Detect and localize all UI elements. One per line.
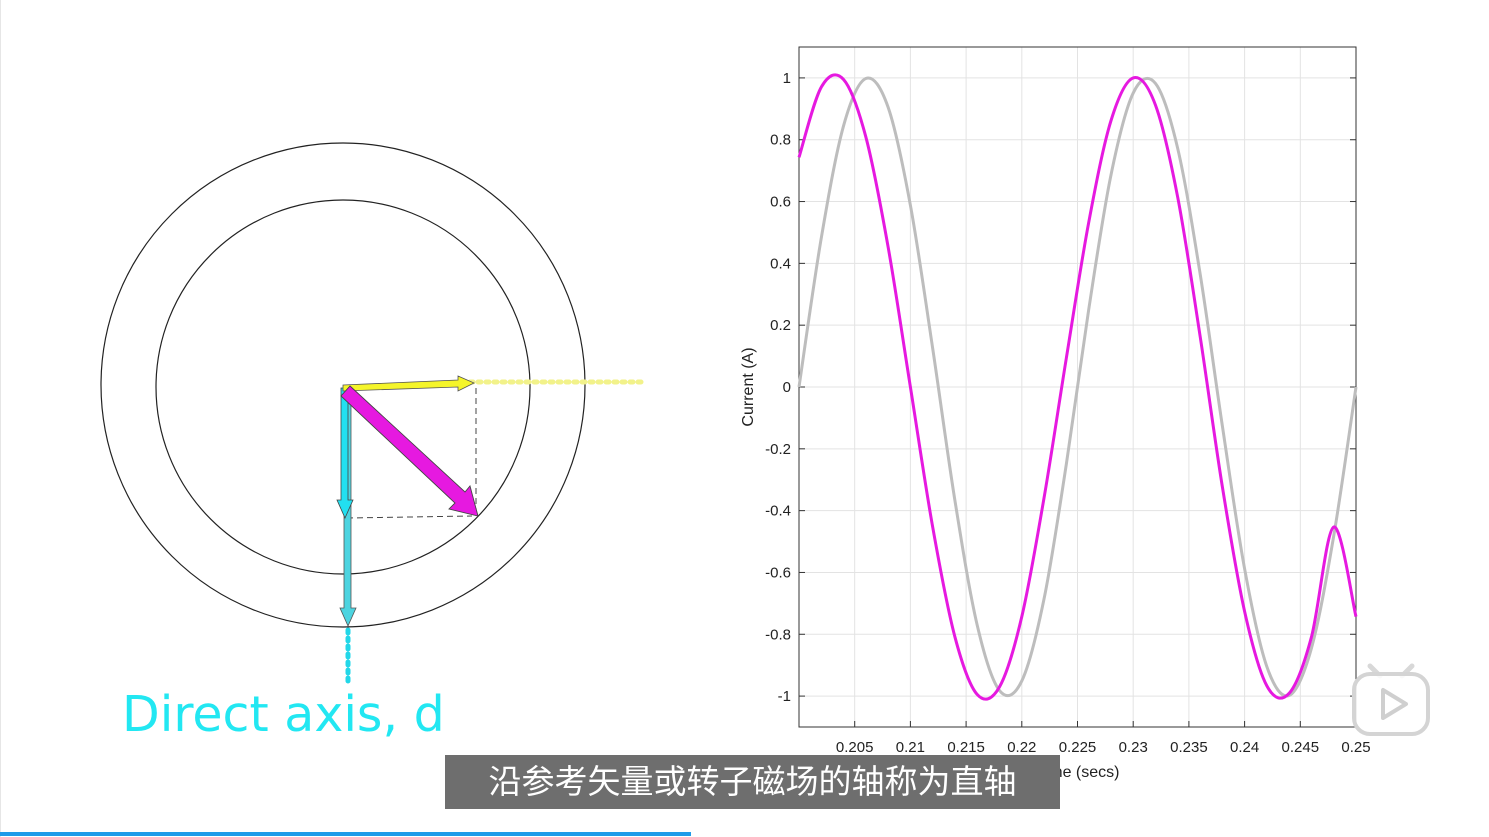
plot-series [797, 73, 1358, 701]
video-progress-bar[interactable] [0, 832, 1489, 836]
y-tick-label: 1 [783, 70, 791, 87]
current-plot: 0.205 0.21 0.215 0.22 0.225 0.23 0.235 0.24 0.24… [740, 46, 1371, 781]
x-tick-label: 0.225 [1059, 739, 1097, 756]
series-line-gray [797, 76, 1358, 698]
y-tick-label: -1 [778, 688, 791, 705]
play-button[interactable] [1350, 660, 1432, 738]
x-tick-label: 0.22 [1007, 739, 1036, 756]
y-tick-label: 0.6 [770, 194, 791, 211]
video-progress-fill [0, 832, 691, 836]
rotor-inner-circle [155, 199, 531, 575]
x-tick-label: 0.205 [836, 739, 874, 756]
x-tick-label: 0.215 [947, 739, 985, 756]
y-axis-ticks: 1 0.8 0.6 0.4 0.2 0 -0.2 -0.4 -0.6 -0.8 -1 [765, 70, 1356, 705]
left-edge-divider [0, 0, 1, 837]
y-tick-label: 0 [783, 379, 791, 396]
projection-dashed-horizontal [346, 515, 473, 519]
y-tick-label: -0.2 [765, 441, 791, 458]
yellow-vector-arrow [342, 375, 475, 392]
x-axis-ticks: 0.205 0.21 0.215 0.22 0.225 0.23 0.235 0.24 0.24… [836, 721, 1371, 756]
x-tick-label: 0.245 [1282, 739, 1320, 756]
y-tick-label: 0.8 [770, 132, 791, 149]
y-tick-label: 0.4 [770, 255, 791, 272]
subtitle-caption: 沿参考矢量或转子磁场的轴称为直轴 [445, 755, 1060, 809]
stator-outer-circle [100, 142, 586, 628]
rotor-diagram: Direct axis, d [100, 142, 648, 743]
x-tick-label: 0.23 [1119, 739, 1148, 756]
x-tick-label: 0.235 [1170, 739, 1208, 756]
y-tick-label: -0.4 [765, 503, 791, 520]
x-tick-label: 0.25 [1341, 739, 1370, 756]
series-line-magenta [797, 73, 1358, 701]
x-tick-label: 0.21 [896, 739, 925, 756]
y-tick-label: 0.2 [770, 317, 791, 334]
y-tick-label: -0.8 [765, 626, 791, 643]
cyan-vector-short-arrow [336, 387, 354, 519]
play-icon [1352, 663, 1430, 736]
direct-axis-label: Direct axis, d [122, 686, 445, 743]
x-tick-label: 0.24 [1230, 739, 1259, 756]
y-axis-label: Current (A) [740, 347, 757, 426]
magenta-vector-arrow [340, 385, 479, 517]
y-tick-label: -0.6 [765, 564, 791, 581]
